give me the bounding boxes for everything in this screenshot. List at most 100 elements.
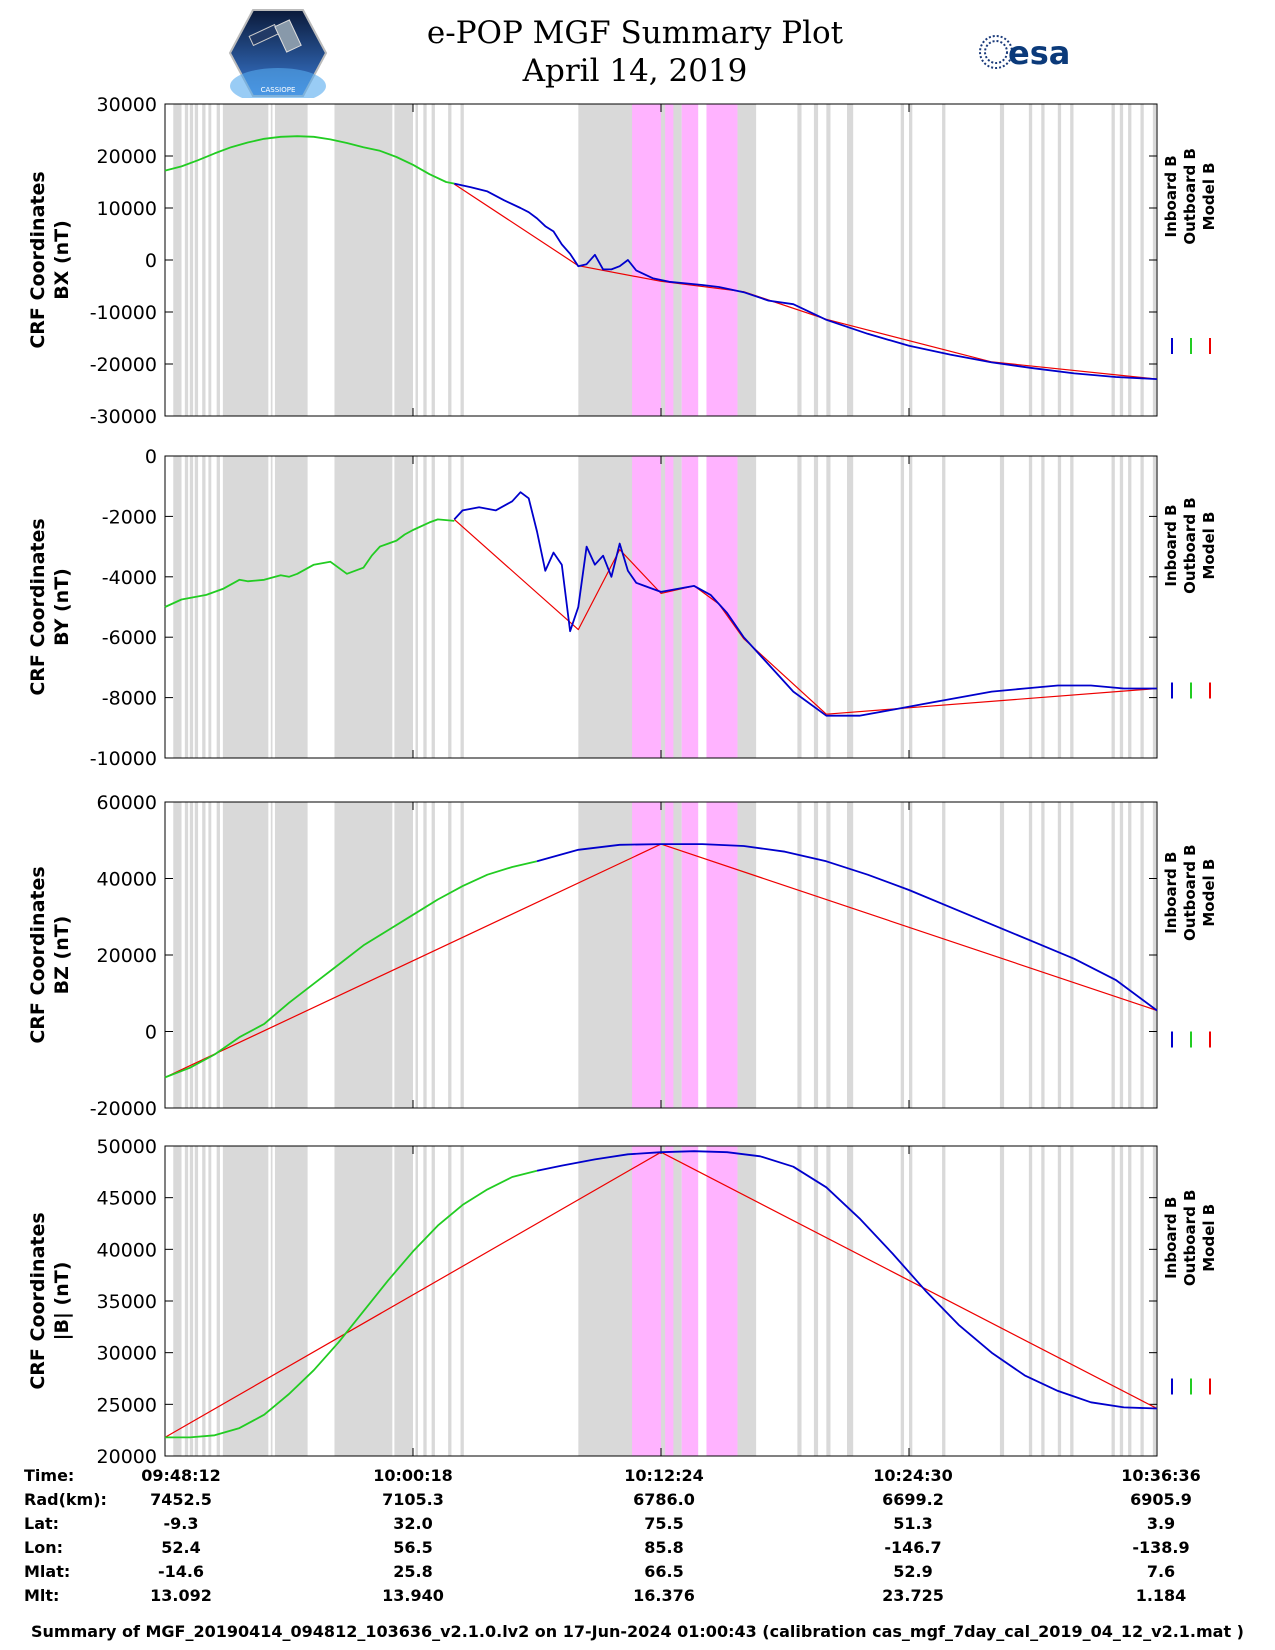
gray-band	[1128, 104, 1132, 416]
gray-band	[415, 104, 418, 416]
pink-band	[665, 1146, 674, 1456]
legend-label: Model B	[1200, 512, 1218, 580]
gray-band	[1041, 1146, 1045, 1456]
gray-band	[737, 104, 757, 416]
gray-band	[909, 1146, 913, 1456]
gray-band	[194, 802, 199, 1108]
legend-label: Inboard B	[1162, 852, 1180, 934]
gray-band	[826, 104, 831, 416]
gray-band	[274, 1146, 308, 1456]
y-axis-label-line2: |B| (nT)	[51, 1262, 73, 1341]
row-label-lat: Lat:	[24, 1514, 60, 1533]
panel-4: 50000 45000 40000 35000 30000 25000 20000 CRF C…	[27, 1136, 1218, 1468]
gray-band	[1128, 802, 1132, 1108]
plot-date: April 14, 2019	[522, 53, 748, 89]
table-cell: 10:24:30	[873, 1466, 953, 1485]
gray-band	[1028, 1146, 1033, 1456]
gray-band	[423, 456, 427, 758]
y-tick-label: 40000	[97, 1239, 157, 1261]
panel-2: 0 -2000 -4000 -6000 -8000 -10000 CRF Coordinat…	[27, 446, 1218, 770]
gray-band	[1028, 802, 1033, 1108]
legend-label: Model B	[1200, 859, 1218, 927]
gray-band	[737, 456, 757, 758]
table-cell: 09:48:12	[141, 1466, 221, 1485]
gray-band	[194, 1146, 199, 1456]
gray-band	[999, 802, 1005, 1108]
y-tick-label: -10000	[90, 748, 157, 770]
y-axis-label-line1: CRF Coordinates	[27, 1212, 49, 1389]
gray-band	[415, 802, 418, 1108]
table-cell: 52.4	[161, 1538, 201, 1557]
y-tick-label: -4000	[102, 567, 157, 589]
legend-label: Model B	[1200, 1204, 1218, 1272]
gray-band	[1128, 1146, 1132, 1456]
gray-band	[1028, 456, 1033, 758]
pink-band	[665, 802, 674, 1108]
gray-band	[900, 104, 905, 416]
y-tick-label: 20000	[97, 146, 157, 168]
title-block: e-POP MGF Summary Plot April 14, 2019	[380, 14, 890, 90]
table-cell: 7.6	[1146, 1562, 1176, 1581]
table-cell: -146.7	[884, 1538, 942, 1557]
esa-logo: esa	[979, 34, 1070, 72]
gray-band	[448, 802, 452, 1108]
gray-band	[942, 802, 946, 1108]
series-outboard-b	[164, 135, 455, 185]
gray-band	[942, 456, 946, 758]
gray-band	[797, 802, 802, 1108]
gray-band	[334, 456, 393, 758]
y-axis-label-line1: CRF Coordinates	[27, 518, 49, 695]
series-inboard-b	[536, 843, 1158, 1012]
gray-band	[173, 1146, 182, 1456]
legend-label: Inboard B	[1162, 504, 1180, 586]
table-cell: -9.3	[163, 1514, 199, 1533]
table-cell: 85.8	[644, 1538, 684, 1557]
gray-band	[334, 1146, 393, 1456]
y-axis-label-line2: BY (nT)	[51, 568, 73, 646]
gray-band	[216, 1146, 220, 1456]
gray-band	[1070, 456, 1074, 758]
gray-band	[394, 456, 413, 758]
gray-band	[173, 802, 182, 1108]
pink-band	[632, 802, 661, 1108]
gray-band	[431, 802, 435, 1108]
gray-band	[847, 456, 854, 758]
gray-band	[431, 456, 435, 758]
gray-band	[194, 104, 199, 416]
gray-band	[216, 456, 220, 758]
gray-band	[394, 1146, 413, 1456]
gray-band	[202, 1146, 206, 1456]
gray-band	[270, 456, 273, 758]
gray-band	[460, 104, 464, 416]
footer-summary: Summary of MGF_20190414_094812_103636_v2…	[31, 1622, 1244, 1641]
gray-band	[189, 802, 194, 1108]
table-cell: 13.940	[382, 1586, 444, 1605]
pink-band	[706, 802, 738, 1108]
row-label-time: Time:	[24, 1466, 75, 1485]
gray-band	[334, 104, 393, 416]
gray-band	[189, 456, 194, 758]
legend-label: Outboard B	[1181, 497, 1199, 594]
series-outboard-b	[164, 860, 538, 1079]
gray-band	[334, 802, 393, 1108]
y-axis-label-line2: BZ (nT)	[51, 916, 73, 995]
y-axis-label-line1: CRF Coordinates	[27, 171, 49, 348]
gray-band	[1111, 456, 1115, 758]
pink-band	[706, 1146, 738, 1456]
gray-band	[189, 1146, 194, 1456]
y-tick-label: 20000	[97, 1446, 157, 1468]
gray-band	[1057, 802, 1062, 1108]
gray-band	[900, 1146, 905, 1456]
gray-band	[826, 456, 831, 758]
y-tick-label: 0	[145, 250, 157, 272]
gray-band	[1128, 456, 1132, 758]
gray-band	[448, 104, 452, 416]
gray-band	[274, 456, 308, 758]
gray-band	[216, 104, 220, 416]
gray-band	[797, 1146, 802, 1456]
gray-band	[460, 1146, 464, 1456]
mission-logo-caption: CASSIOPE	[261, 86, 296, 94]
table-cell: 51.3	[893, 1514, 933, 1533]
gray-band	[1140, 802, 1144, 1108]
pink-band	[681, 456, 699, 758]
